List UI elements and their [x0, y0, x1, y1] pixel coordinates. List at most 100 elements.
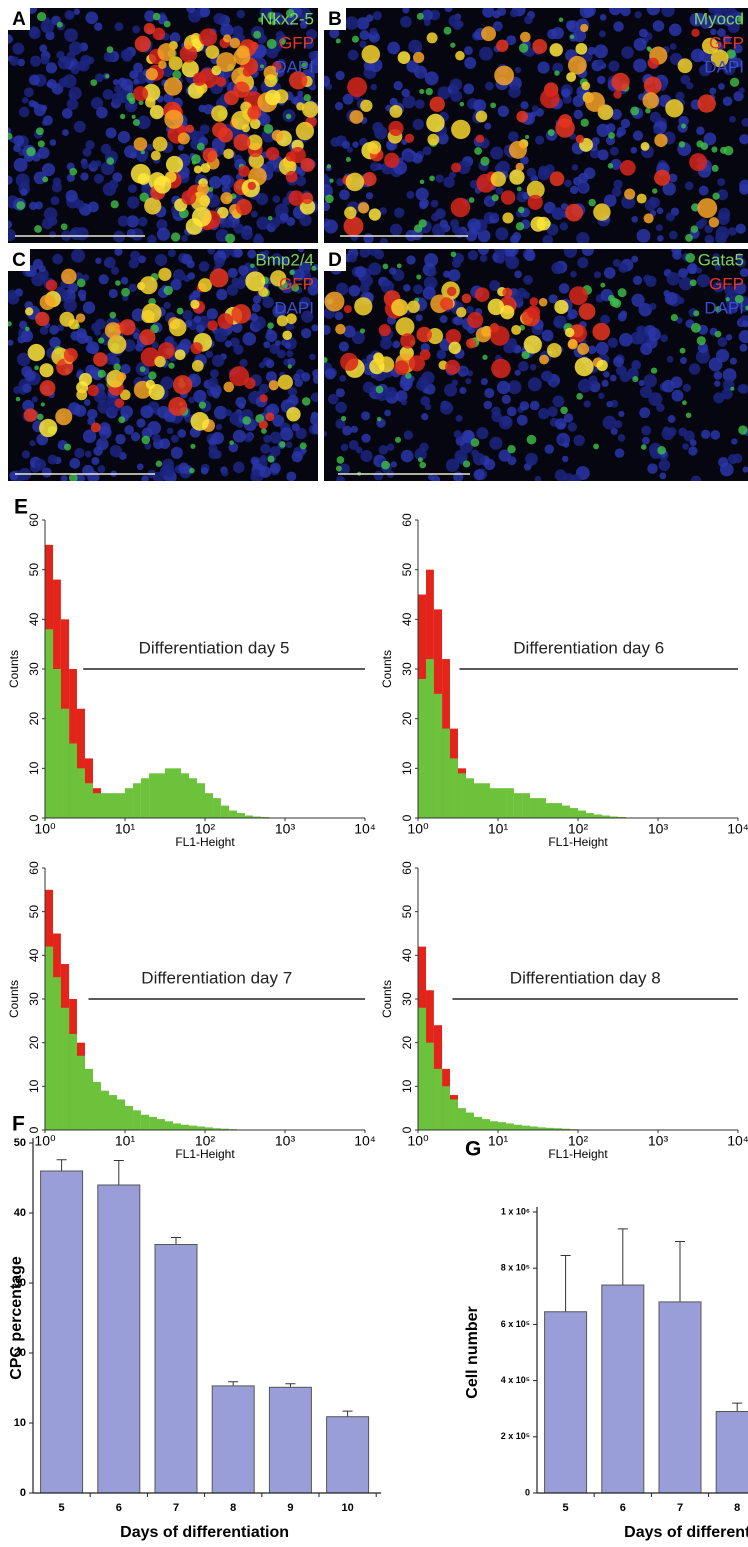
- green-cell: [632, 376, 639, 383]
- nucleus: [324, 368, 336, 380]
- gfp-cell: [555, 118, 575, 138]
- nucleus: [455, 414, 463, 422]
- panel-letter: E: [14, 496, 28, 519]
- nucleus: [684, 181, 694, 191]
- nucleus: [98, 274, 109, 285]
- nucleus: [422, 286, 436, 300]
- nucleus: [489, 436, 503, 450]
- gfp-cell: [39, 294, 56, 311]
- green-cell: [132, 119, 140, 127]
- green-cell: [507, 444, 516, 454]
- nucleus: [18, 320, 28, 330]
- histogram-bar: [76, 708, 85, 818]
- nucleus: [265, 371, 277, 383]
- nucleus: [668, 23, 682, 37]
- nucleus: [221, 469, 229, 477]
- gfp-cell: [378, 324, 391, 337]
- nucleus: [42, 115, 53, 126]
- nucleus: [324, 75, 331, 87]
- nucleus: [193, 315, 202, 324]
- nucleus: [182, 309, 193, 321]
- nucleus: [641, 425, 652, 436]
- nucleus: [523, 275, 533, 285]
- nucleus: [477, 229, 491, 243]
- gfp-cell: [295, 121, 315, 141]
- histogram-bar: [244, 815, 253, 818]
- nucleus: [85, 140, 95, 150]
- nucleus: [82, 147, 92, 157]
- gfp-cell: [527, 194, 543, 210]
- green-cell: [291, 283, 300, 292]
- histogram-bar: [473, 1116, 483, 1130]
- green-cell: [558, 17, 564, 23]
- gfp-cell: [619, 160, 636, 176]
- nucleus: [406, 190, 415, 199]
- histogram-bar: [140, 778, 150, 818]
- nucleus: [659, 472, 667, 480]
- nucleus: [631, 360, 642, 371]
- nucleus: [498, 415, 513, 430]
- gfp-cell: [491, 358, 511, 379]
- nucleus: [600, 314, 611, 325]
- x-tick-label: 10⁰: [34, 1133, 56, 1149]
- nucleus: [577, 257, 589, 269]
- nucleus: [424, 71, 439, 86]
- nucleus: [704, 224, 713, 234]
- x-axis-label: FL1-Height: [175, 835, 235, 849]
- green-cell: [190, 443, 196, 449]
- nucleus: [415, 187, 429, 201]
- green-cell: [730, 386, 735, 391]
- nucleus: [443, 270, 451, 278]
- nucleus: [380, 337, 392, 350]
- gfp-cell: [157, 43, 176, 62]
- nucleus: [21, 97, 29, 104]
- nucleus: [339, 375, 347, 382]
- gfp-cell: [114, 398, 125, 408]
- stain-label: Bmp2/4: [255, 250, 314, 269]
- nucleus: [311, 411, 318, 419]
- green-cell: [612, 298, 622, 308]
- gate-label: Differentiation day 8: [510, 968, 661, 987]
- nucleus: [82, 274, 90, 281]
- nucleus: [29, 201, 38, 211]
- nucleus: [715, 232, 727, 243]
- nucleus: [97, 399, 112, 414]
- nucleus: [170, 279, 182, 291]
- green-cell: [208, 186, 214, 192]
- nucleus: [40, 19, 55, 34]
- error-bar: [342, 1410, 353, 1417]
- nucleus: [542, 234, 554, 243]
- nucleus: [271, 253, 283, 265]
- nucleus: [414, 99, 425, 110]
- nucleus: [66, 98, 79, 110]
- nucleus: [558, 437, 565, 445]
- nucleus: [583, 400, 591, 408]
- nucleus: [393, 80, 403, 91]
- nucleus: [639, 386, 653, 399]
- gfp-cell: [276, 315, 288, 327]
- nucleus: [231, 322, 243, 333]
- gfp-cell: [584, 92, 605, 112]
- gfp-cell: [691, 28, 700, 37]
- nucleus: [156, 219, 168, 231]
- y-tick-label: 30: [27, 662, 41, 676]
- nucleus: [570, 185, 579, 195]
- nucleus: [120, 78, 134, 92]
- nucleus: [279, 427, 294, 441]
- nucleus: [509, 9, 519, 18]
- nucleus: [680, 74, 691, 85]
- nucleus: [484, 387, 495, 399]
- nucleus: [276, 349, 286, 359]
- green-cell: [8, 132, 13, 140]
- green-cell: [657, 446, 666, 455]
- nucleus: [449, 78, 463, 91]
- nucleus: [300, 328, 312, 339]
- y-tick-label: 40: [27, 612, 41, 626]
- x-tick-label: 10¹: [115, 821, 136, 837]
- nucleus: [252, 295, 262, 304]
- nucleus: [638, 28, 648, 38]
- nucleus: [656, 403, 665, 412]
- green-cell: [279, 38, 286, 45]
- nucleus: [548, 294, 558, 304]
- nucleus: [68, 41, 83, 56]
